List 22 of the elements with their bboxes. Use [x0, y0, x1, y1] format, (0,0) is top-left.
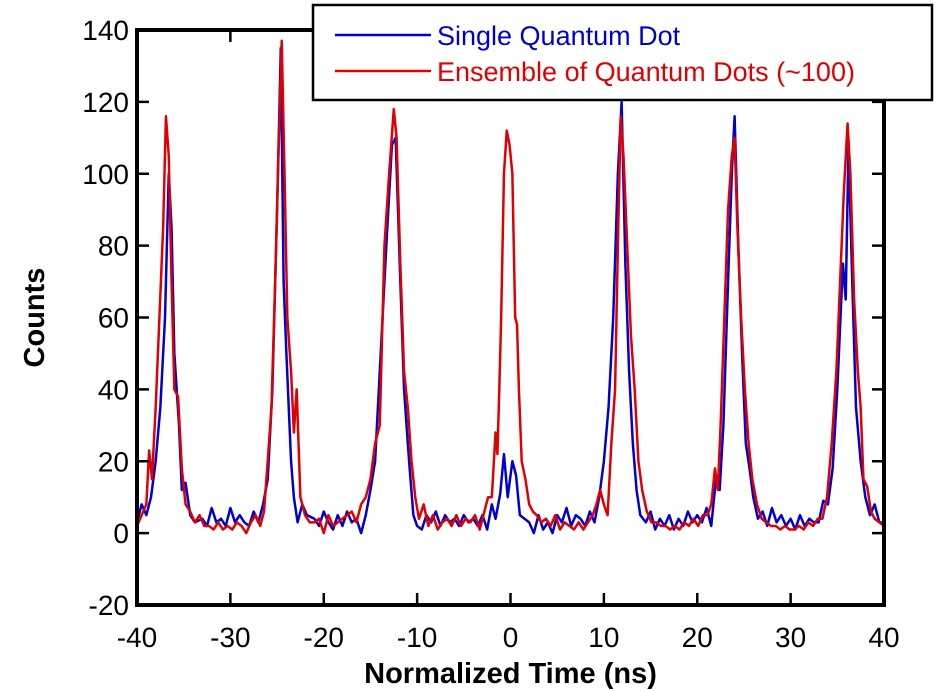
x-tick-label: 0	[502, 622, 518, 653]
y-tick-label: 140	[82, 15, 129, 46]
x-tick-label: 40	[868, 622, 900, 653]
x-tick-label: 20	[682, 622, 713, 653]
y-axis-title: Counts	[19, 268, 51, 368]
x-tick-label: -30	[210, 622, 251, 653]
y-tick-label: 100	[82, 158, 129, 190]
y-tick-label: 0	[113, 518, 129, 550]
x-tick-label: -40	[116, 622, 158, 653]
x-tick-label: 10	[588, 622, 620, 653]
legend-label: Single Quantum Dot	[437, 21, 681, 51]
y-tick-label: 40	[98, 374, 129, 406]
y-tick-label: 20	[98, 446, 129, 478]
legend-label: Ensemble of Quantum Dots (~100)	[437, 57, 855, 87]
y-tick-label: -20	[88, 590, 129, 621]
y-tick-label: 80	[98, 230, 129, 262]
x-tick-label: -20	[304, 622, 344, 653]
x-tick-label: 30	[775, 622, 806, 653]
y-tick-label: 120	[82, 86, 129, 118]
x-axis-title: Normalized Time (ns)	[364, 658, 657, 690]
x-tick-label: -10	[396, 622, 438, 653]
y-tick-label: 60	[98, 302, 129, 334]
